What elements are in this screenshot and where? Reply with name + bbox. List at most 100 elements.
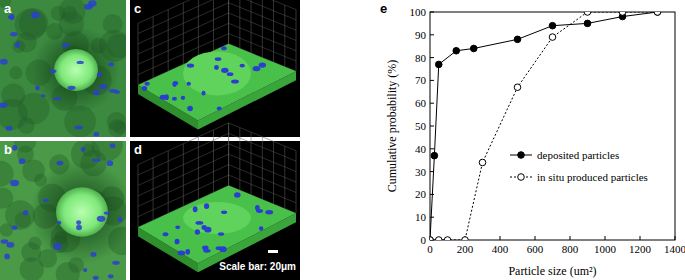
blue-spot — [74, 126, 83, 130]
figure: abcdeScale bar: 20μm02004006008001000120… — [0, 0, 685, 280]
texture — [92, 141, 123, 161]
y-tick — [430, 217, 434, 218]
blue-spot — [107, 160, 113, 166]
blue-spot — [81, 147, 86, 152]
blue-spot — [15, 42, 20, 48]
blue-spot — [172, 97, 177, 101]
blue-spot — [195, 229, 200, 235]
texture — [56, 262, 80, 280]
blue-spot — [53, 243, 62, 250]
wire — [229, 0, 296, 10]
y-tick-label: 100 — [410, 6, 427, 18]
marker — [654, 12, 661, 15]
wire — [229, 3, 296, 30]
wire — [296, 151, 297, 214]
wire — [213, 0, 214, 51]
blue-spot — [164, 94, 168, 100]
panel-label: b — [4, 142, 12, 157]
marker — [549, 34, 556, 41]
blue-spot — [185, 249, 190, 255]
marker — [444, 237, 451, 240]
y-tick-label: 60 — [415, 97, 427, 109]
marker — [453, 47, 460, 54]
blue-spot — [253, 66, 261, 71]
legend-label: in situ produced particles — [537, 171, 648, 183]
wire — [138, 133, 229, 175]
blue-spot — [88, 0, 96, 6]
series-line — [430, 12, 658, 240]
marker — [619, 12, 626, 15]
particle — [56, 187, 108, 236]
marker — [470, 45, 477, 52]
texture — [82, 144, 95, 157]
marker — [430, 237, 433, 240]
y-tick-label: 40 — [415, 143, 427, 155]
x-tick-label: 400 — [492, 243, 509, 255]
wire — [198, 137, 199, 200]
texture — [0, 223, 13, 236]
marker — [584, 12, 591, 15]
blue-spot — [175, 239, 180, 245]
wire — [273, 141, 274, 204]
plot-area — [430, 12, 661, 240]
wire — [262, 0, 263, 58]
wire — [228, 123, 229, 186]
blue-spot — [90, 252, 96, 257]
blue-spot — [178, 250, 186, 255]
wire — [229, 133, 296, 161]
wire — [229, 144, 296, 172]
particle — [183, 51, 251, 95]
blue-spot — [62, 43, 70, 47]
blue-spot — [265, 210, 273, 215]
blue-spot — [221, 211, 227, 215]
blue-spot — [221, 68, 228, 73]
blue-spot — [202, 91, 206, 96]
wire — [284, 146, 285, 209]
blue-spot — [193, 206, 198, 212]
blue-spot — [173, 81, 178, 85]
blue-spot — [41, 94, 46, 97]
wire — [228, 0, 229, 44]
y-tick-label: 10 — [415, 211, 427, 223]
scale-bar — [268, 250, 278, 253]
blue-spot — [97, 216, 106, 222]
y-tick — [430, 57, 434, 58]
x-tick — [500, 236, 501, 240]
texture — [59, 0, 86, 24]
wire — [229, 123, 296, 151]
blue-spot — [203, 249, 211, 253]
x-tick — [535, 236, 536, 240]
texture — [16, 32, 36, 52]
marker — [549, 22, 556, 29]
blue-spot — [175, 226, 180, 230]
wire — [138, 0, 229, 23]
blue-spot — [108, 62, 114, 66]
blue-spot — [259, 62, 266, 67]
texture — [0, 188, 13, 209]
blue-spot — [214, 65, 219, 70]
y-tick-label: 80 — [415, 52, 427, 64]
texture — [103, 14, 123, 34]
blue-spot — [217, 106, 222, 110]
blue-spot — [35, 86, 40, 91]
blue-spot — [108, 274, 114, 278]
blue-spot — [144, 82, 149, 86]
marker — [462, 237, 469, 240]
background — [130, 141, 300, 280]
wire — [138, 154, 229, 196]
series-line — [430, 12, 658, 240]
marker — [479, 159, 486, 166]
x-tick-label: 1200 — [629, 243, 652, 255]
halo — [30, 160, 126, 264]
texture — [15, 212, 31, 228]
halo — [32, 26, 120, 114]
blue-spot — [57, 221, 61, 225]
blue-spot — [97, 72, 102, 76]
panel-label: d — [134, 142, 142, 157]
wire — [138, 144, 229, 186]
blue-spot — [142, 86, 148, 91]
panel-label: a — [4, 1, 12, 16]
blue-spot — [239, 64, 244, 68]
marker — [430, 237, 433, 240]
slab-top — [138, 44, 296, 121]
